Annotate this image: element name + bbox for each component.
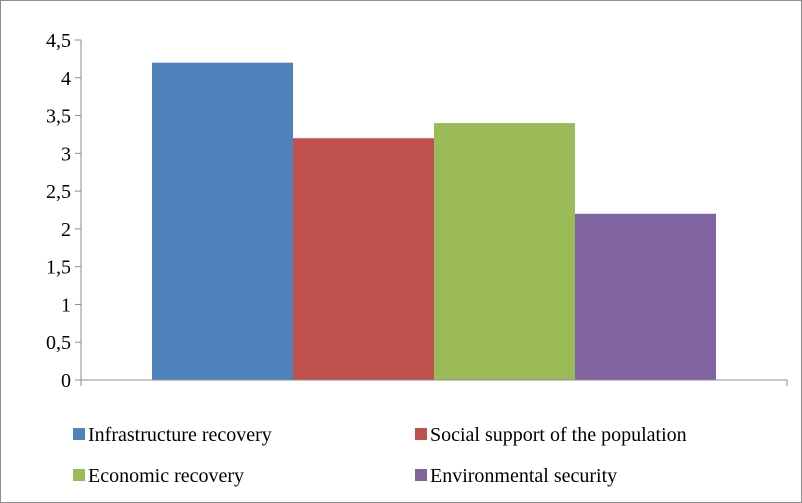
bar [575,213,716,380]
x-axis [80,379,788,386]
y-tick-label: 0,5 [46,332,71,354]
y-axis: 0 0,5 1 1,5 2 2,5 3 3,5 4 4,5 [46,30,82,392]
legend-item: Social support of the population [415,424,687,446]
y-tick-label: 4 [61,68,71,90]
y-tick-label: 2,5 [46,181,71,203]
legend-swatch [415,428,427,440]
legend-swatch [73,469,85,481]
legend-item: Economic recovery [73,465,244,487]
y-tick-label: 1 [61,294,71,316]
bar [152,62,293,381]
y-tick-label: 1,5 [46,257,71,279]
legend-swatch [73,428,85,440]
bar [293,138,434,380]
legend-label: Social support of the population [430,424,687,446]
y-tick-label: 3 [61,143,71,165]
y-tick-label: 2 [61,219,71,241]
legend-swatch [415,469,427,481]
y-tick-label: 0 [61,370,71,392]
bars [152,62,716,381]
legend-item: Infrastructure recovery [73,424,272,446]
legend-item: Environmental security [415,465,617,487]
legend-label: Environmental security [430,465,617,487]
legend-label: Infrastructure recovery [88,424,272,446]
legend: Infrastructure recovery Social support of… [73,424,687,487]
bar [434,123,575,380]
y-tick-label: 4,5 [46,30,71,52]
y-tick-label: 3,5 [46,106,71,128]
legend-label: Economic recovery [88,465,244,487]
